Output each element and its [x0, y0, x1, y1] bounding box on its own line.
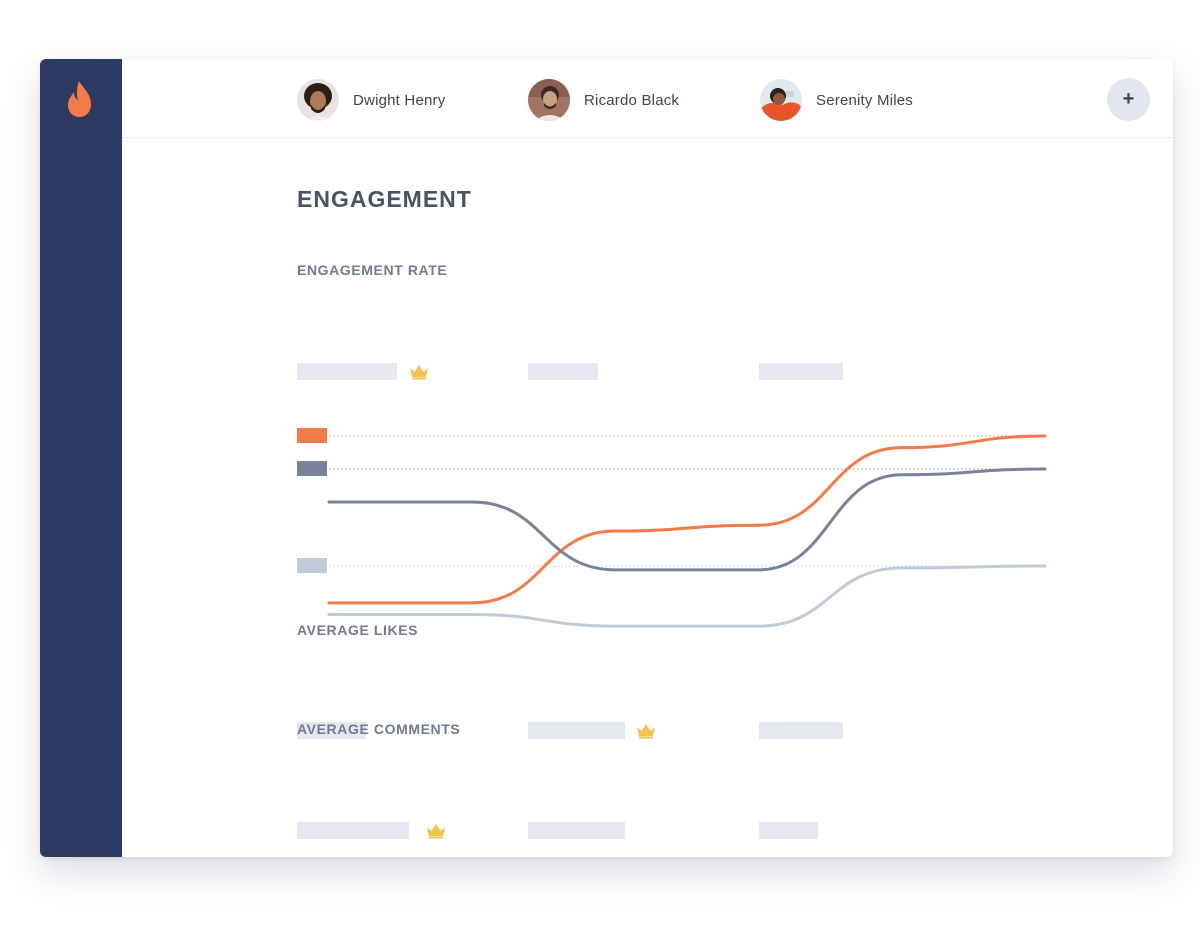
engagement-rate-chart — [297, 428, 1047, 628]
value-placeholder — [528, 363, 598, 380]
section-title-engagement-rate: ENGAGEMENT RATE — [297, 262, 448, 278]
value-placeholder — [528, 822, 625, 839]
value-placeholder — [297, 722, 366, 739]
avatar — [297, 79, 339, 121]
avatar — [760, 79, 802, 121]
main-content: ENGAGEMENT ENGAGEMENT RATE AVERAGE LIKES… — [122, 138, 1173, 857]
profile-serenity-miles[interactable]: Serenity Miles — [760, 78, 913, 122]
app-window: Dwight Henry Ricardo Black — [40, 59, 1173, 857]
profile-name: Dwight Henry — [353, 91, 446, 109]
value-placeholder — [297, 363, 397, 380]
series-line — [327, 434, 1047, 605]
section-title-average-likes: AVERAGE LIKES — [297, 622, 419, 638]
average-likes-values — [297, 722, 1097, 739]
value-placeholder — [297, 822, 409, 839]
section-title-average-comments: AVERAGE COMMENTS — [297, 721, 461, 737]
value-placeholder — [528, 722, 625, 739]
series-line — [327, 467, 1047, 572]
series-line — [327, 564, 1047, 628]
flame-icon[interactable] — [65, 79, 95, 119]
legend-swatch — [297, 460, 327, 476]
value-placeholder — [759, 363, 843, 380]
crown-icon — [427, 824, 445, 839]
profile-ricardo-black[interactable]: Ricardo Black — [528, 78, 679, 122]
legend-swatch — [297, 557, 327, 573]
sidebar — [40, 59, 122, 857]
add-profile-button[interactable]: + — [1107, 78, 1150, 121]
engagement-rate-values — [297, 363, 1097, 380]
profile-name: Serenity Miles — [816, 91, 913, 109]
value-placeholder — [759, 722, 843, 739]
legend-swatch — [297, 428, 327, 443]
header: Dwight Henry Ricardo Black — [122, 59, 1173, 138]
page-title: ENGAGEMENT — [297, 186, 472, 212]
plus-icon: + — [1122, 88, 1135, 110]
value-placeholder — [759, 822, 818, 839]
average-comments-values — [297, 822, 1097, 839]
profile-dwight-henry[interactable]: Dwight Henry — [297, 78, 445, 122]
avatar — [528, 79, 570, 121]
crown-icon — [637, 724, 655, 739]
profile-name: Ricardo Black — [584, 91, 680, 109]
crown-icon — [410, 365, 428, 380]
